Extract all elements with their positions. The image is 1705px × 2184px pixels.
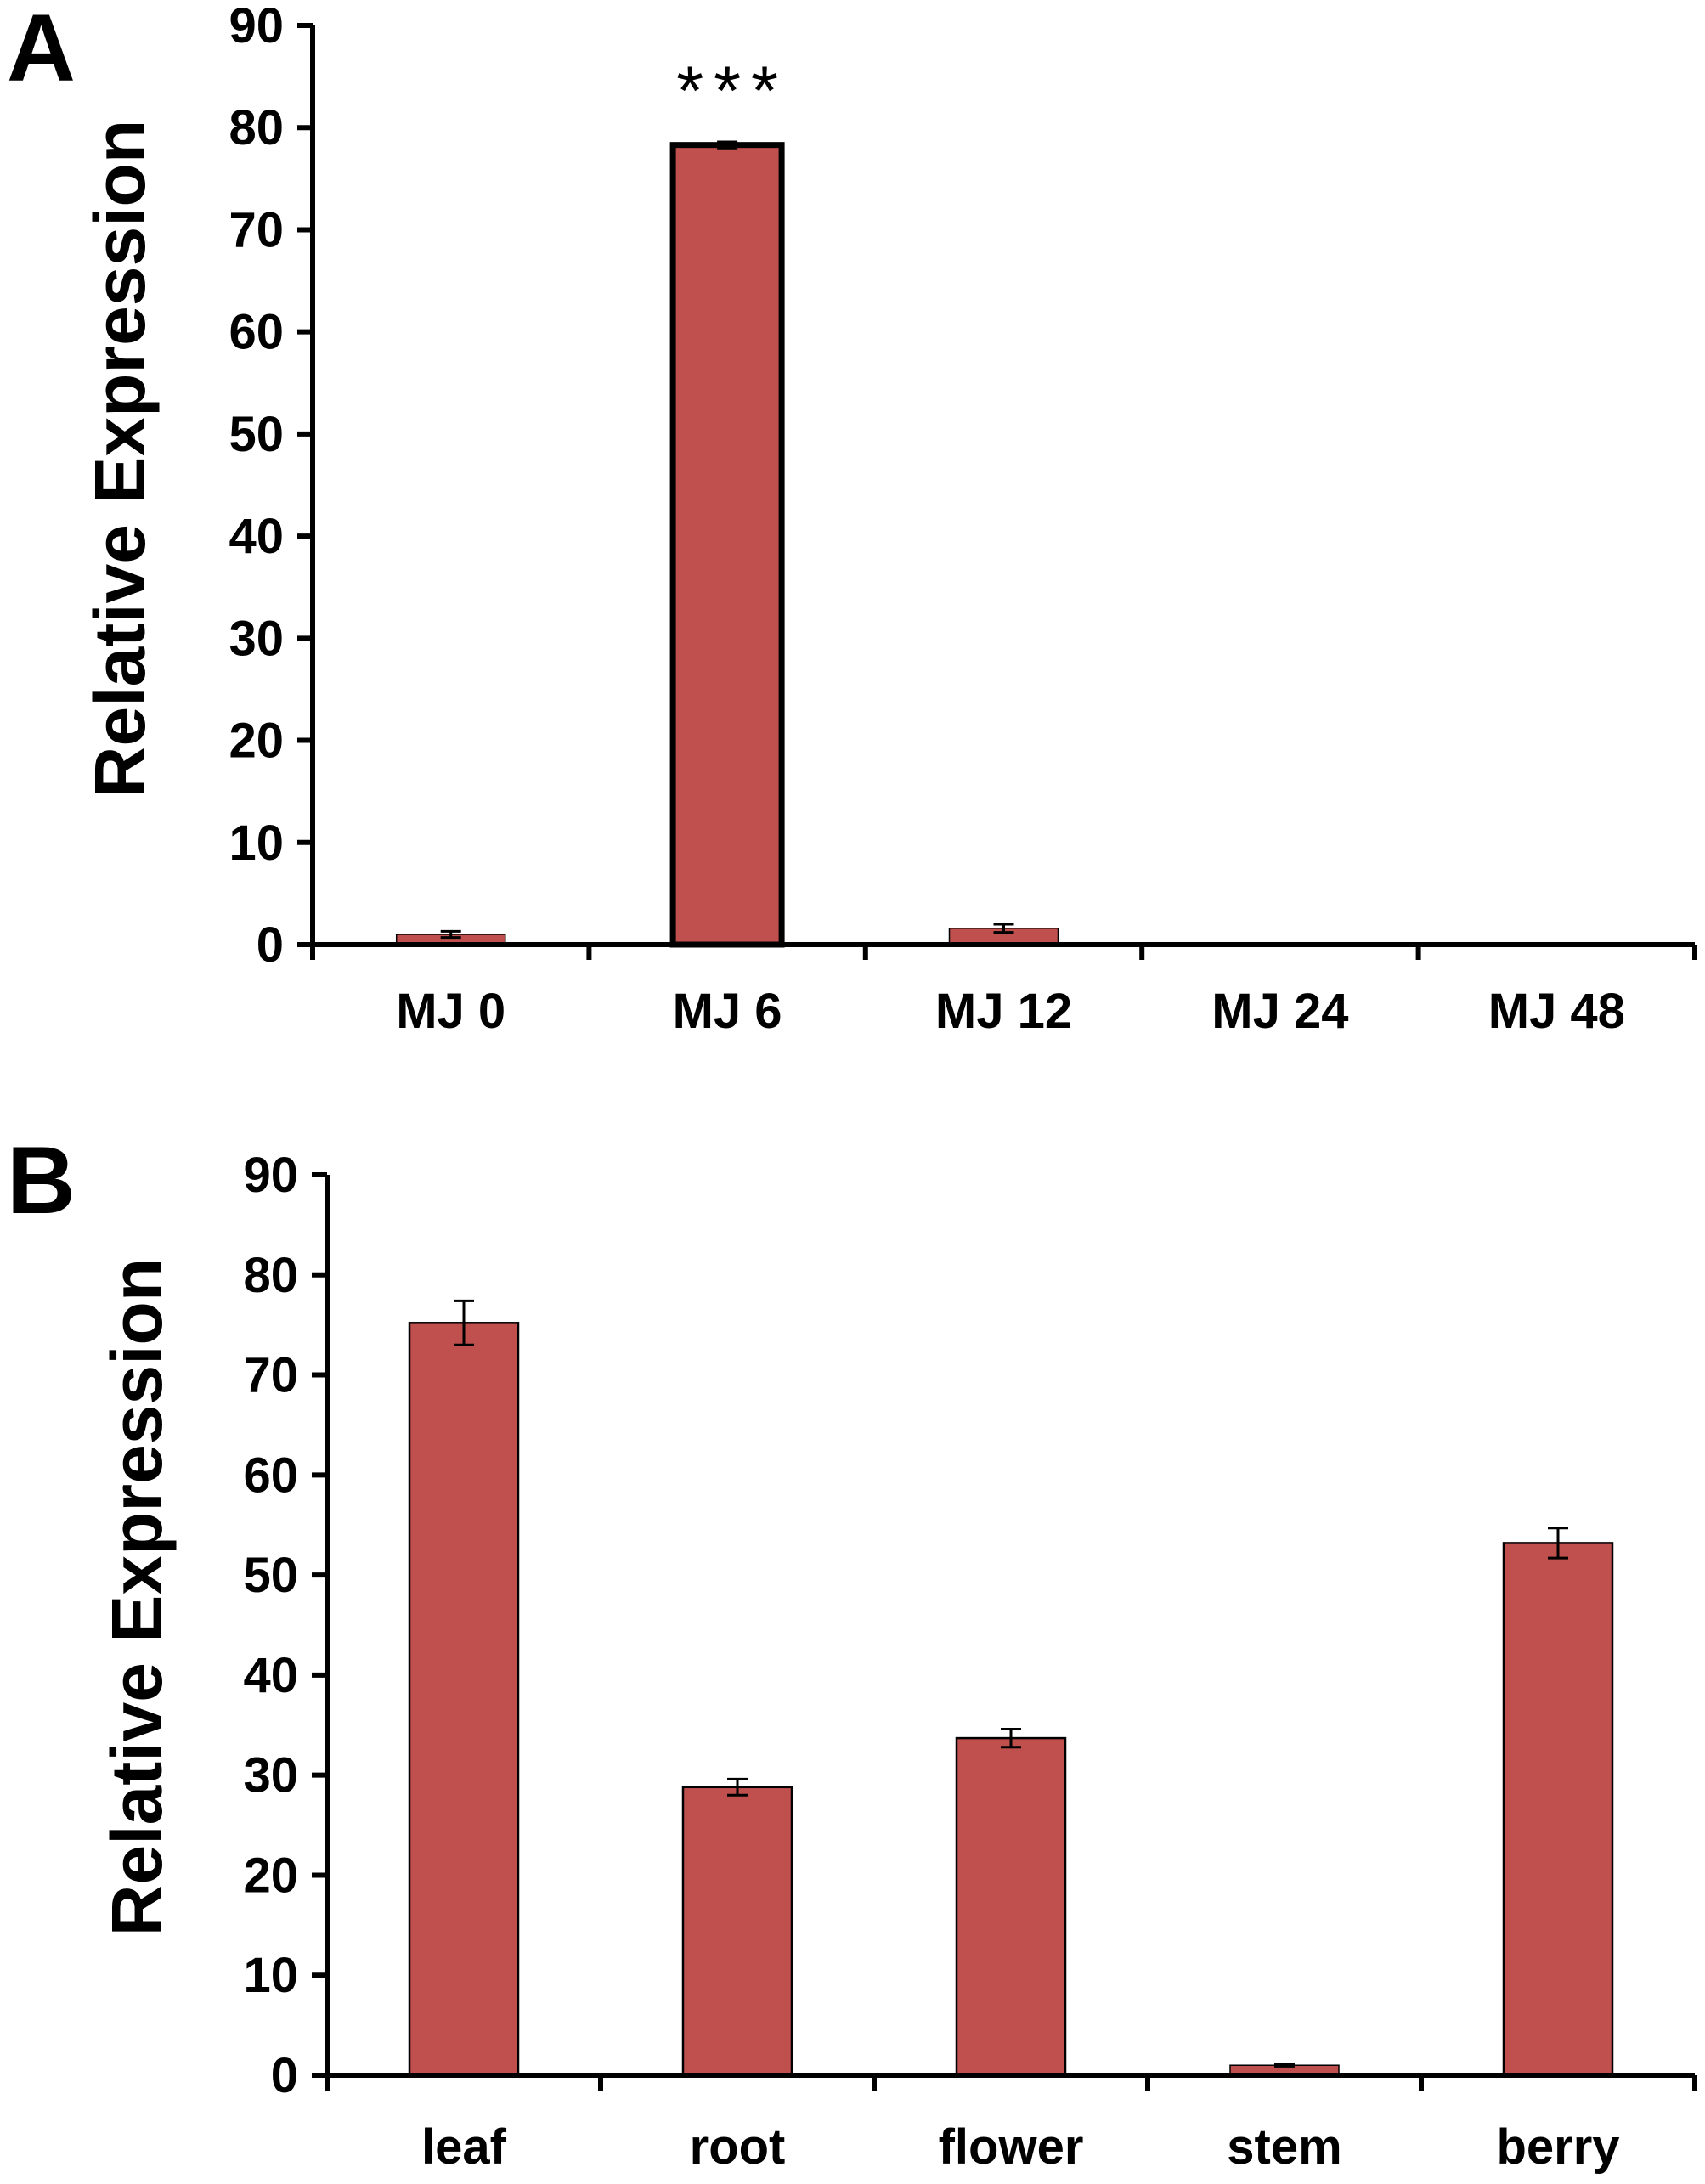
x-category-label: leaf [421,2119,507,2175]
x-category-label: MJ 48 [1488,984,1625,1039]
y-tick-label: 0 [257,917,284,973]
y-tick-label: 80 [243,1248,298,1303]
y-tick-label: 60 [243,1448,298,1503]
y-tick-label: 60 [229,305,284,360]
y-tick-label: 50 [229,407,284,462]
y-tick-label: 10 [229,815,284,871]
y-tick-label: 20 [229,714,284,769]
y-axis-title: Relative Expression [80,120,160,798]
y-tick-label: 90 [229,0,284,54]
bar-berry [1502,1542,1614,2077]
significance-annotation: *** [676,53,788,130]
y-tick-label: 40 [243,1648,298,1703]
bar-mj-6 [669,142,785,948]
bar-root [681,1786,793,2077]
x-category-label: MJ 6 [673,984,782,1039]
y-axis-title: Relative Expression [97,1258,177,1936]
x-category-label: MJ 0 [396,984,505,1039]
x-category-label: root [690,2119,786,2175]
x-category-label: MJ 24 [1211,984,1348,1039]
bar-leaf [408,1322,520,2077]
y-tick-label: 10 [243,1948,298,2003]
y-tick-label: 90 [243,1148,298,1203]
x-category-label: MJ 12 [935,984,1072,1039]
y-tick-label: 30 [243,1748,298,1803]
y-tick-label: 50 [243,1548,298,1603]
x-category-label: stem [1227,2119,1341,2175]
y-tick-label: 70 [243,1348,298,1403]
panel-letter: B [7,1127,76,1233]
y-tick-label: 70 [229,202,284,257]
y-tick-label: 20 [243,1848,298,1903]
y-tick-label: 0 [271,2048,298,2103]
y-tick-label: 30 [229,611,284,666]
x-category-label: berry [1496,2119,1619,2175]
y-tick-label: 80 [229,100,284,155]
bar-flower [955,1736,1067,2077]
panel-letter: A [7,0,76,101]
y-tick-label: 40 [229,509,284,564]
x-category-label: flower [939,2119,1084,2175]
